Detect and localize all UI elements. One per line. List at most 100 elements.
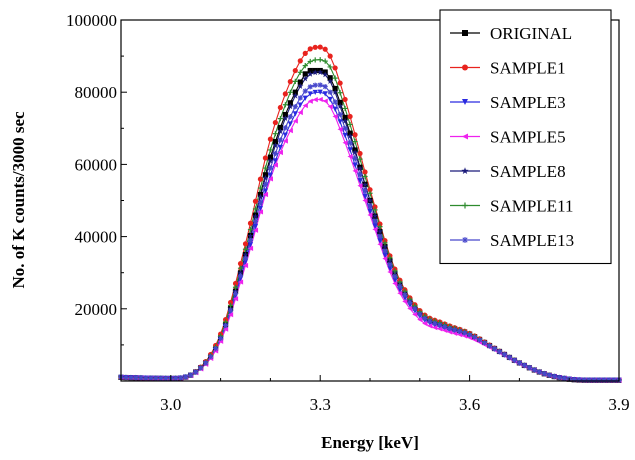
data-point-sample13-39: [312, 82, 318, 88]
data-point-sample5-36: [297, 109, 303, 116]
data-point-sample3-41: [322, 91, 328, 97]
legend-item-sample8: SAMPLE8: [450, 162, 566, 181]
data-point-sample13-44: [337, 111, 343, 118]
data-point-sample13-91: [571, 377, 577, 383]
data-point-sample13-27: [252, 218, 259, 225]
data-point-sample1-50: [367, 187, 373, 193]
data-point-sample3-26: [247, 242, 254, 248]
data-point-sample13-18: [208, 354, 214, 360]
data-point-sample5-27: [252, 227, 259, 233]
data-point-sample11-30: [267, 147, 273, 153]
data-point-sample11-42: [327, 64, 333, 70]
data-point-sample3-36: [297, 102, 303, 108]
data-point-sample5-40: [317, 96, 323, 103]
data-point-sample5-31: [272, 162, 278, 168]
data-point-sample8-47: [351, 148, 359, 155]
data-point-sample8-24: [237, 269, 244, 276]
data-point-sample13-73: [481, 340, 488, 346]
data-point-sample11-38: [307, 58, 313, 65]
data-point-sample8-38: [307, 70, 314, 77]
data-point-sample13-60: [417, 311, 423, 317]
x-tick-label-1: 3.3: [310, 395, 331, 414]
data-point-sample13-50: [367, 203, 373, 209]
data-point-sample13-30: [267, 165, 273, 171]
data-point-sample3-32: [277, 144, 283, 151]
data-point-sample13-5: [143, 375, 149, 381]
data-point-original-36: [297, 79, 303, 85]
data-point-sample13-28: [257, 199, 264, 206]
data-point-sample13-67: [452, 327, 458, 333]
data-point-original-38: [307, 67, 313, 74]
data-point-sample11-22: [227, 302, 234, 309]
data-point-sample3-55: [392, 277, 398, 283]
data-point-sample13-56: [397, 283, 403, 289]
y-axis-title: No. of K counts/3000 sec: [9, 111, 28, 289]
data-point-sample8-45: [342, 117, 349, 124]
data-point-sample3-53: [382, 252, 388, 258]
data-point-sample13-54: [387, 261, 393, 268]
data-point-original-31: [272, 139, 278, 145]
legend-item-sample13: SAMPLE13: [450, 231, 574, 250]
data-point-sample3-48: [357, 178, 363, 184]
data-point-sample11-53: [382, 240, 388, 246]
data-point-sample13-59: [412, 306, 418, 312]
data-point-sample13-96: [596, 377, 602, 383]
data-point-sample11-28: [257, 185, 264, 191]
data-point-sample11-55: [392, 268, 398, 274]
y-tick-label-3: 80000: [75, 83, 118, 102]
data-point-sample1-30: [267, 136, 273, 142]
legend-item-sample3: SAMPLE3: [450, 93, 566, 112]
data-point-sample13-84: [536, 369, 542, 375]
data-point-sample5-33: [282, 138, 288, 144]
data-point-sample8-49: [361, 181, 369, 188]
data-point-sample1-46: [347, 113, 353, 120]
data-point-sample3-30: [267, 172, 273, 178]
data-point-sample8-26: [247, 232, 254, 239]
data-point-sample11-47: [352, 138, 358, 145]
data-point-sample13-23: [232, 290, 239, 296]
data-point-sample11-43: [332, 75, 338, 81]
data-point-sample11-32: [277, 116, 283, 122]
data-point-sample1-43: [332, 65, 338, 71]
data-point-sample3-34: [287, 121, 293, 127]
data-point-sample13-32: [277, 137, 283, 143]
data-point-sample5-48: [357, 183, 363, 189]
data-point-sample5-28: [257, 209, 264, 215]
data-point-sample13-48: [357, 171, 363, 178]
data-point-sample13-97: [601, 377, 607, 383]
data-point-sample5-57: [402, 298, 408, 305]
data-point-sample3-49: [362, 193, 368, 199]
data-point-sample11-36: [297, 69, 303, 75]
data-point-sample13-3: [133, 375, 139, 381]
data-point-sample5-32: [277, 149, 283, 156]
data-point-sample11-44: [337, 90, 343, 96]
data-point-sample13-24: [237, 273, 244, 279]
data-point-sample5-35: [292, 118, 298, 124]
data-point-sample11-41: [322, 58, 328, 64]
data-point-sample13-19: [213, 345, 219, 352]
data-point-sample11-45: [342, 105, 348, 112]
data-point-sample13-88: [556, 374, 562, 381]
data-point-sample13-4: [138, 375, 144, 381]
data-point-sample13-29: [262, 181, 269, 187]
data-point-sample5-66: [447, 329, 453, 335]
data-point-sample5-42: [327, 104, 333, 110]
data-point-sample11-25: [242, 246, 249, 252]
data-point-sample13-33: [282, 125, 288, 131]
data-point-sample11-37: [302, 63, 308, 69]
data-point-sample13-63: [432, 320, 438, 326]
data-point-sample13-37: [302, 88, 308, 94]
data-point-sample8-44: [337, 103, 344, 109]
data-point-sample5-37: [302, 102, 308, 109]
data-point-sample8-53: [381, 243, 389, 250]
data-point-sample13-8: [158, 375, 164, 381]
data-point-sample13-81: [521, 362, 527, 369]
data-point-sample8-27: [252, 213, 259, 220]
data-point-sample13-95: [591, 377, 597, 383]
data-point-sample11-51: [372, 207, 378, 213]
data-point-sample5-61: [422, 320, 428, 327]
legend-marker-sample3: [462, 99, 468, 105]
data-point-sample3-38: [307, 91, 313, 97]
data-point-sample3-51: [372, 223, 378, 229]
